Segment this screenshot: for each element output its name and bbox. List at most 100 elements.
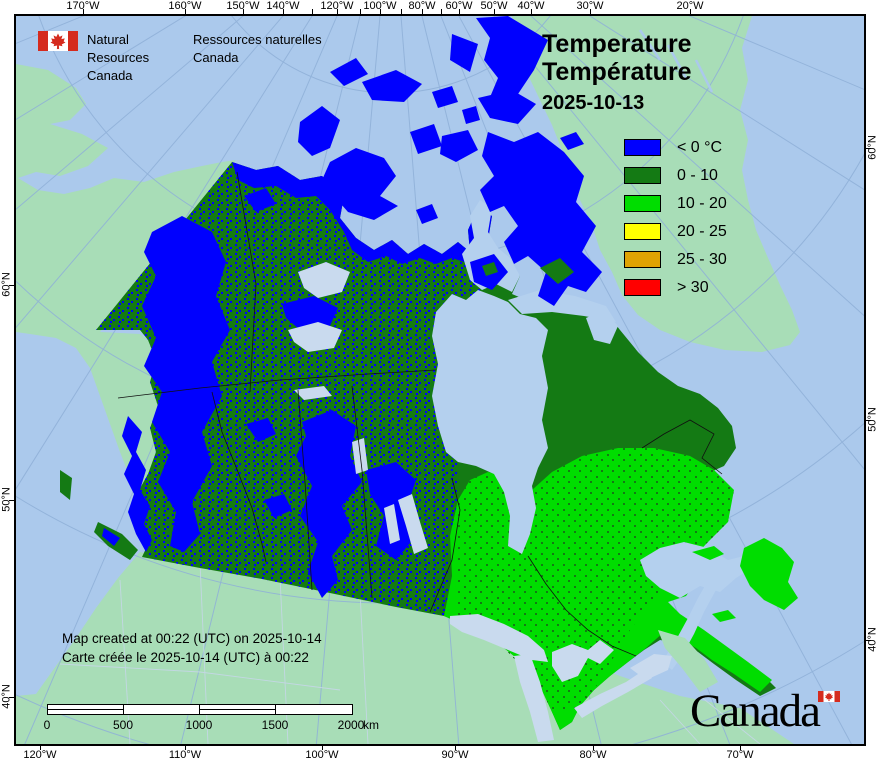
scalebar-unit: km <box>363 718 379 732</box>
map-frame <box>14 14 866 746</box>
axis-tick <box>866 639 871 641</box>
axis-label-top: 50°W <box>480 0 508 12</box>
axis-tick <box>184 9 186 14</box>
axis-label-bottom: 100°W <box>305 749 339 761</box>
axis-tick <box>592 746 594 750</box>
axis-label-top: 40°W <box>517 0 545 12</box>
axis-tick <box>589 9 591 14</box>
axis-tick <box>739 746 741 750</box>
axis-tick <box>9 499 14 501</box>
scalebar-segment <box>48 705 124 714</box>
axis-tick <box>311 9 313 14</box>
axis-tick <box>458 9 460 14</box>
axis-label-bottom: 80°W <box>579 749 607 761</box>
axis-tick <box>379 9 381 14</box>
scalebar-bar <box>47 704 353 715</box>
legend-item: 0 - 10 <box>624 161 727 189</box>
canada-flag-icon <box>38 31 78 51</box>
greenland-fjords <box>638 29 714 93</box>
nrcan-name-en: Natural Resources Canada <box>87 32 150 83</box>
axis-tick <box>282 9 284 14</box>
land-greenland <box>512 16 800 352</box>
legend-item: 25 - 30 <box>624 245 727 273</box>
axis-label-top: 160°W <box>168 0 202 12</box>
canada-group <box>60 16 798 742</box>
title-en: Temperature <box>542 30 692 58</box>
legend-item: > 30 <box>624 273 727 301</box>
axis-label-top: 60°W <box>445 0 473 12</box>
legend-swatch <box>624 194 661 212</box>
legend-label: 20 - 25 <box>677 222 727 240</box>
axis-label-bottom: 90°W <box>441 749 469 761</box>
legend-label: < 0 °C <box>677 138 723 156</box>
axis-label-bottom: 70°W <box>726 749 754 761</box>
map-canvas <box>16 16 864 744</box>
axis-tick <box>493 9 495 14</box>
scalebar-segment <box>276 705 352 714</box>
legend-swatch <box>624 222 661 240</box>
axis-label-left: 40°N <box>0 684 13 709</box>
title-date: 2025-10-13 <box>542 92 645 114</box>
legend-item: 20 - 25 <box>624 217 727 245</box>
scalebar-number: 1000 <box>185 718 213 732</box>
us-state-borders <box>59 562 761 744</box>
axis-tick <box>454 746 456 750</box>
axis-label-bottom: 110°W <box>168 749 202 761</box>
legend: < 0 °C 0 - 10 10 - 20 20 - 25 25 - 30 > 30 <box>624 133 727 301</box>
axis-tick <box>400 9 402 14</box>
axis-tick <box>336 9 338 14</box>
nrcan-signature: Natural Resources Canada Ressources natu… <box>38 31 333 85</box>
axis-label-right: 50°N <box>866 407 879 432</box>
scalebar-number: 0 <box>43 718 51 732</box>
axis-tick <box>421 9 423 14</box>
legend-swatch <box>624 278 661 296</box>
credit-line-en: Map created at 00:22 (UTC) on 2025-10-14 <box>62 631 322 646</box>
axis-label-top: 140°W <box>266 0 300 12</box>
province-borders <box>117 171 723 657</box>
axis-label-right: 40°N <box>866 627 879 652</box>
axis-tick <box>440 9 442 14</box>
axis-tick <box>866 419 871 421</box>
legend-swatch <box>624 250 661 268</box>
wordmark-text: Canada <box>690 685 821 737</box>
wordmark-flag-icon <box>818 691 840 702</box>
axis-label-top: 120°W <box>320 0 354 12</box>
axis-label-top: 170°W <box>66 0 100 12</box>
arctic-islands <box>298 16 602 306</box>
scalebar-number: 2000 <box>337 718 365 732</box>
land-chukotka <box>16 64 86 126</box>
axis-label-top: 80°W <box>408 0 436 12</box>
legend-label: 10 - 20 <box>677 194 727 212</box>
axis-tick <box>321 746 323 750</box>
scalebar-number: 1500 <box>261 718 289 732</box>
atlantic-islands <box>692 538 798 622</box>
credit-line-fr: Carte créée le 2025-10-14 (UTC) à 00:22 <box>62 649 309 665</box>
axis-tick <box>9 696 14 698</box>
axis-tick <box>39 746 41 750</box>
legend-item: 10 - 20 <box>624 189 727 217</box>
vancouver-island-cold <box>102 528 120 546</box>
scalebar-segment <box>200 705 276 714</box>
land-alaska <box>16 120 236 494</box>
axis-label-left: 60°N <box>0 272 13 297</box>
axis-label-top: 20°W <box>676 0 704 12</box>
scalebar-segment <box>124 705 200 714</box>
lakes <box>288 262 672 742</box>
credits: Map created at 00:22 (UTC) on 2025-10-14… <box>62 630 322 667</box>
map-title: Temperature Température 2025-10-13 <box>542 30 692 116</box>
axis-tick <box>866 147 871 149</box>
axis-tick <box>530 9 532 14</box>
axis-label-right: 60°N <box>866 135 879 160</box>
scalebar: 0 500 1000 1500 2000 km <box>44 704 379 734</box>
legend-label: 25 - 30 <box>677 250 727 268</box>
axis-tick <box>359 9 361 14</box>
land-maine <box>658 630 718 692</box>
canada-cold-regions <box>122 162 498 598</box>
legend-swatch <box>624 166 661 184</box>
axis-label-top: 150°W <box>226 0 260 12</box>
axis-tick <box>82 9 84 14</box>
scalebar-labels: 0 500 1000 1500 2000 <box>44 718 377 732</box>
legend-label: > 30 <box>677 278 709 296</box>
legend-rows: < 0 °C 0 - 10 10 - 20 20 - 25 25 - 30 > 30 <box>624 133 727 301</box>
